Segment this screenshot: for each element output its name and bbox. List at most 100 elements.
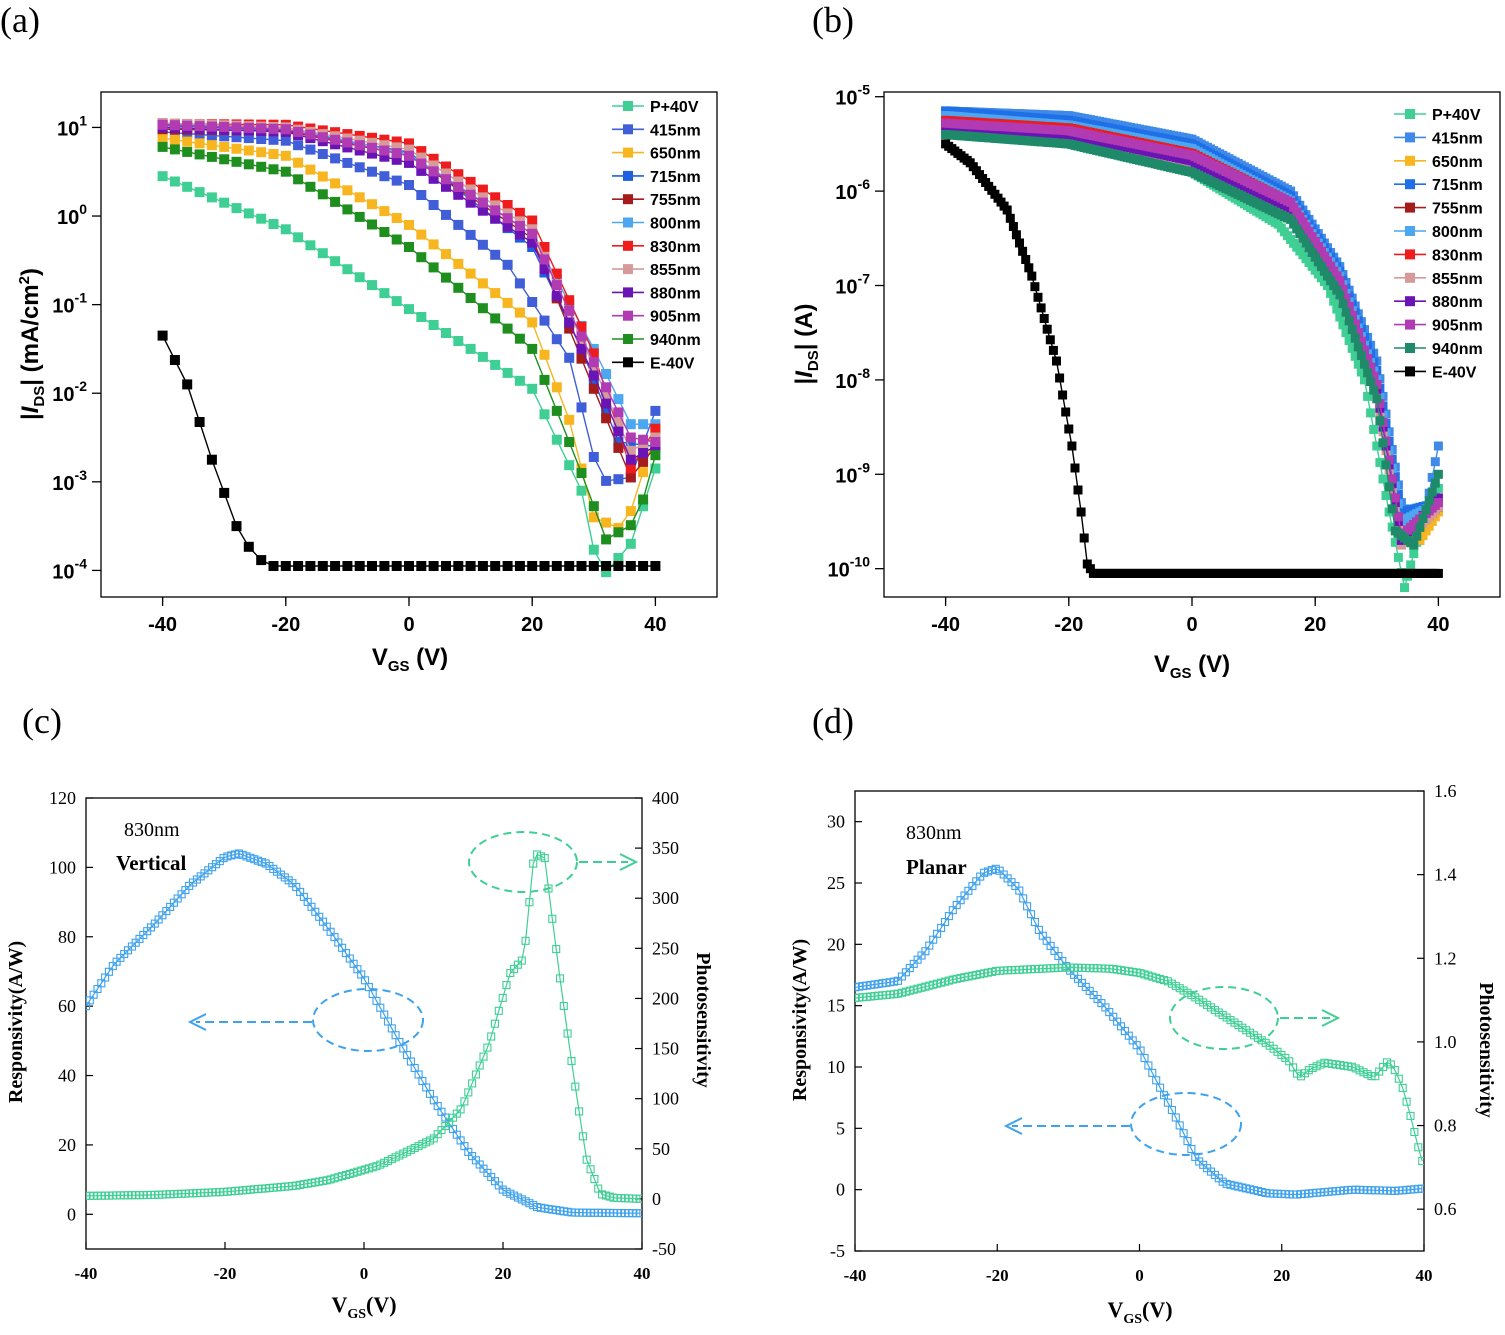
- data-point-905nm: [1344, 302, 1354, 312]
- data-point-E-40V: [1085, 564, 1095, 574]
- x-tick-label: 0: [360, 1264, 369, 1283]
- data-point-E-40V: [490, 561, 501, 571]
- data-point-P+40V: [1329, 296, 1339, 306]
- y-title-sub-a: DS: [31, 386, 48, 407]
- y-left-tick-label: 30: [827, 812, 845, 832]
- data-point-905nm: [1301, 222, 1311, 232]
- data-point-P+40V: [342, 264, 353, 275]
- y-title-pre-b: |: [791, 378, 818, 385]
- data-point-940nm: [256, 161, 267, 172]
- data-point-940nm: [268, 164, 279, 175]
- y-tick-label: 10-6: [835, 176, 870, 204]
- data-point-905nm: [1304, 227, 1314, 237]
- data-point-415nm: [379, 171, 390, 182]
- data-point-Responsivity: [1171, 1113, 1180, 1122]
- data-point-P+40V: [1326, 288, 1336, 298]
- legend-marker: [1405, 272, 1415, 283]
- data-point-905nm: [1363, 354, 1373, 364]
- legend-label: 855nm: [1432, 271, 1483, 288]
- data-point-905nm: [1329, 266, 1339, 276]
- y-tick-base: 10: [57, 207, 79, 229]
- x-title-unit-b: (V): [1192, 651, 1231, 678]
- data-point-E-40V: [1058, 390, 1068, 400]
- data-point-E-40V: [416, 561, 427, 571]
- data-point-830nm: [625, 463, 636, 474]
- data-point-880nm: [391, 154, 402, 165]
- data-point-905nm: [305, 129, 316, 140]
- data-point-940nm: [1307, 248, 1317, 257]
- data-point-Photosensitivity: [567, 1057, 576, 1066]
- data-point-415nm: [477, 239, 488, 250]
- data-point-905nm: [576, 331, 587, 342]
- data-point-905nm: [1319, 251, 1329, 261]
- data-point-650nm: [157, 133, 168, 144]
- legend-label: 830nm: [1432, 247, 1483, 264]
- data-point-E-40V: [601, 561, 612, 571]
- x-title-main-a: V: [372, 644, 388, 671]
- data-point-880nm: [453, 189, 464, 200]
- data-point-940nm: [1360, 359, 1369, 369]
- data-point-755nm: [601, 413, 612, 424]
- data-point-880nm: [1393, 517, 1403, 526]
- y-tick-label: 10-2: [52, 378, 87, 406]
- data-point-855nm: [391, 142, 402, 153]
- data-point-P+40V: [268, 219, 279, 229]
- data-point-880nm: [477, 205, 488, 216]
- data-point-E-40V: [243, 541, 254, 552]
- data-point-650nm: [280, 150, 291, 161]
- data-point-715nm: [625, 438, 636, 449]
- data-point-830nm: [453, 169, 464, 180]
- series-line-800nm: [162, 124, 656, 425]
- data-point-905nm: [527, 228, 538, 239]
- legend-marker: [1405, 319, 1415, 330]
- data-point-Photosensitivity: [571, 1082, 580, 1091]
- data-point-P+40V: [1335, 312, 1345, 322]
- y-tick-base: 10: [835, 465, 857, 487]
- y-title-post-a: | (mA/cm: [17, 284, 44, 385]
- data-point-P+40V: [1341, 328, 1351, 338]
- data-point-905nm: [157, 119, 168, 130]
- data-point-940nm: [342, 204, 353, 215]
- data-point-P+40V: [231, 203, 242, 214]
- x-tick-label: 40: [1427, 614, 1449, 636]
- data-point-905nm: [465, 189, 476, 200]
- data-point-880nm: [1390, 498, 1400, 508]
- data-point-Photosensitivity: [525, 898, 534, 907]
- data-point-905nm: [293, 126, 304, 137]
- y-tick-exponent: -6: [858, 176, 871, 192]
- legend-label: 940nm: [650, 332, 701, 349]
- data-point-P+40V: [441, 328, 451, 338]
- data-point-415nm: [601, 475, 612, 486]
- data-point-P+40V: [182, 181, 193, 192]
- y-right-tick-label: 1.2: [1434, 948, 1457, 968]
- x-title-main-d: V: [1107, 1297, 1123, 1322]
- data-point-Responsivity: [1418, 1184, 1424, 1193]
- y-tick-exponent: -7: [858, 271, 871, 287]
- data-point-E-40V: [1027, 271, 1037, 281]
- data-point-855nm: [416, 152, 427, 163]
- data-point-905nm: [268, 123, 279, 134]
- data-point-P+40V: [157, 171, 168, 182]
- data-point-Photosensitivity: [540, 854, 549, 863]
- legend-marker: [623, 124, 633, 135]
- y-tick-base: 10: [52, 384, 74, 406]
- data-point-E-40V: [317, 561, 328, 571]
- data-point-940nm: [231, 156, 242, 167]
- data-point-940nm: [453, 282, 464, 293]
- data-point-P+40V: [588, 544, 599, 555]
- data-point-940nm: [551, 405, 562, 416]
- data-point-P+40V: [1350, 351, 1360, 361]
- legend-marker: [1405, 226, 1415, 236]
- x-tick-label: -40: [931, 614, 960, 636]
- data-point-Responsivity: [1023, 902, 1032, 911]
- data-point-650nm: [453, 258, 464, 269]
- data-point-830nm: [502, 200, 513, 210]
- data-point-P+40V: [539, 409, 550, 420]
- legend-marker: [623, 194, 633, 205]
- data-point-Photosensitivity: [582, 1155, 591, 1164]
- data-point-Responsivity: [636, 1209, 642, 1218]
- data-point-415nm: [206, 130, 217, 141]
- legend-marker: [623, 240, 633, 251]
- y-right-tick-label: 1.4: [1434, 865, 1457, 885]
